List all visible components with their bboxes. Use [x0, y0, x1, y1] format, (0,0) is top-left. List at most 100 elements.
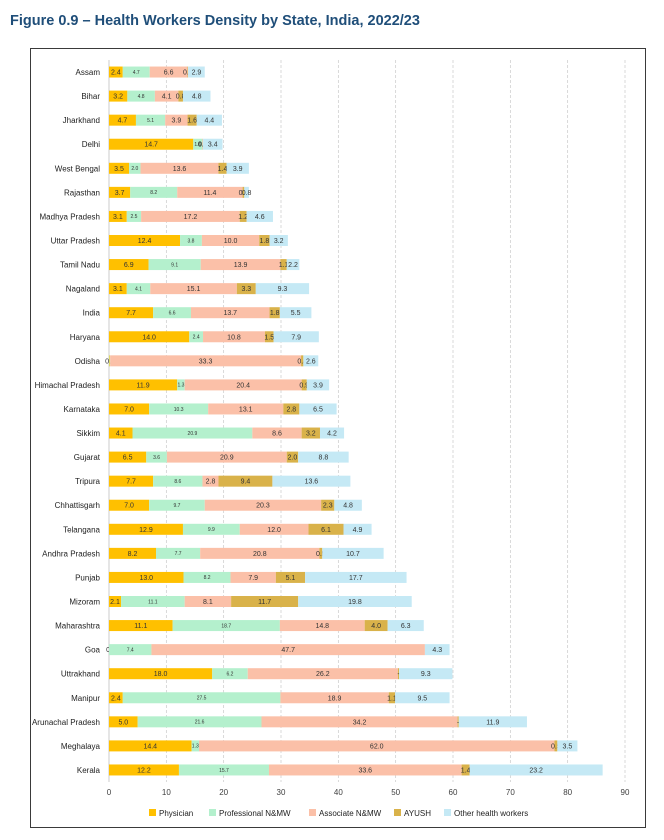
data-label-uttar-pradesh-other-health-workers: 3.2 [274, 238, 284, 245]
bar-haryana-physician [109, 331, 190, 343]
bar-meghalaya-professional-nandmw [191, 740, 200, 752]
data-label-manipur-associate-nandmw: 18.9 [328, 695, 342, 702]
bar-jharkhand-associate-nandmw [165, 114, 188, 126]
bar-bihar-physician [109, 90, 128, 102]
x-tick-label-70: 70 [506, 788, 515, 797]
category-label-madhya-pradesh: Madhya Pradesh [40, 212, 100, 221]
bar-bihar-ayush [178, 90, 183, 102]
bar-tripura-other-health-workers [272, 475, 351, 487]
bar-tamil-nadu-physician [109, 259, 149, 271]
bar-west-bengal-associate-nandmw [140, 162, 219, 174]
category-label-manipur: Manipur [71, 694, 100, 703]
bar-punjab-ayush [275, 571, 306, 583]
category-label-maharashtra: Maharashtra [55, 622, 100, 631]
bar-manipur-other-health-workers [395, 692, 450, 704]
category-label-jharkhand: Jharkhand [63, 116, 100, 125]
data-label-tripura-professional-nandmw: 8.6 [174, 479, 181, 485]
bar-meghalaya-ayush [554, 740, 558, 752]
data-label-manipur-physician: 2.4 [111, 695, 121, 702]
data-label-punjab-physician: 13.0 [139, 575, 153, 582]
data-label-uttar-pradesh-professional-nandmw: 3.8 [188, 238, 195, 244]
category-label-chhattisgarh: Chhattisgarh [55, 501, 100, 510]
data-label-delhi-physician: 14.7 [144, 142, 158, 149]
bar-mizoram-ayush [231, 596, 299, 607]
bar-chhattisgarh-professional-nandmw [149, 499, 205, 511]
data-label-tamil-nadu-ayush: 1.1 [279, 262, 289, 269]
bar-sikkim-other-health-workers [319, 427, 345, 439]
category-label-odisha: Odisha [75, 357, 101, 366]
data-label-himachal-pradesh-professional-nandmw: 1.3 [177, 383, 184, 389]
data-label-india-associate-nandmw: 13.7 [223, 310, 237, 317]
bar-uttar-pradesh-professional-nandmw [180, 235, 202, 246]
data-label-mizoram-physician: 2.1 [110, 599, 120, 606]
bar-india-associate-nandmw [190, 307, 270, 319]
data-label-tamil-nadu-associate-nandmw: 13.9 [234, 262, 248, 269]
data-label-nagaland-ayush: 3.3 [241, 286, 251, 293]
bar-punjab-associate-nandmw [230, 571, 276, 583]
category-label-bihar: Bihar [81, 92, 100, 101]
data-label-telangana-physician: 12.9 [139, 527, 153, 534]
data-label-bihar-ayush: 0.8 [176, 94, 186, 101]
bar-uttrakhand-ayush [397, 668, 400, 680]
data-label-delhi-other-health-workers: 3.4 [208, 142, 218, 149]
data-label-meghalaya-ayush: 0.5 [551, 743, 561, 750]
data-label-kerala-ayush: 1.4 [461, 767, 471, 774]
category-label-sikkim: Sikkim [76, 429, 100, 438]
category-label-rajasthan: Rajasthan [64, 188, 100, 197]
data-label-telangana-other-health-workers: 4.9 [353, 527, 363, 534]
category-label-arunachal-pradesh: Arunachal Pradesh [32, 718, 100, 727]
data-label-haryana-associate-nandmw: 10.8 [227, 334, 241, 341]
bar-assam-professional-nandmw [122, 66, 150, 78]
bar-delhi-other-health-workers [203, 138, 223, 150]
bar-haryana-other-health-workers [273, 331, 319, 343]
bar-andhra-pradesh-other-health-workers [322, 547, 384, 559]
bar-himachal-pradesh-physician [109, 379, 178, 391]
data-label-meghalaya-associate-nandmw: 62.0 [370, 743, 384, 750]
bar-karnataka-professional-nandmw [149, 403, 209, 415]
bar-bihar-associate-nandmw [154, 90, 179, 102]
data-label-odisha-other-health-workers: 2.6 [306, 358, 316, 365]
data-label-telangana-professional-nandmw: 9.9 [208, 527, 215, 533]
data-label-odisha-ayush: 0.4 [297, 358, 307, 365]
data-label-haryana-ayush: 1.5 [264, 334, 274, 341]
bar-madhya-pradesh-associate-nandmw [141, 210, 240, 222]
bar-india-professional-nandmw [153, 307, 191, 319]
data-label-arunachal-pradesh-physician: 5.0 [118, 719, 128, 726]
legend-label-other-health-workers: Other health workers [454, 809, 528, 818]
bar-punjab-other-health-workers [305, 571, 407, 583]
data-label-karnataka-physician: 7.0 [124, 406, 134, 413]
data-label-karnataka-associate-nandmw: 13.1 [239, 406, 253, 413]
bar-maharashtra-professional-nandmw [172, 620, 280, 632]
bar-odisha-associate-nandmw [110, 355, 302, 367]
data-label-uttar-pradesh-physician: 12.4 [138, 238, 152, 245]
x-tick-label-80: 80 [563, 788, 572, 797]
bar-uttrakhand-associate-nandmw [247, 668, 398, 680]
figure-title: Figure 0.9 – Health Workers Density by S… [10, 13, 420, 29]
data-label-jharkhand-associate-nandmw: 3.9 [171, 118, 181, 125]
bar-maharashtra-other-health-workers [387, 620, 424, 632]
data-label-madhya-pradesh-other-health-workers: 4.6 [255, 214, 265, 221]
bar-rajasthan-ayush [242, 186, 245, 198]
data-label-uttar-pradesh-associate-nandmw: 10.0 [224, 238, 238, 245]
bar-uttrakhand-professional-nandmw [212, 668, 248, 680]
bar-tripura-professional-nandmw [153, 475, 203, 487]
bar-andhra-pradesh-professional-nandmw [156, 547, 201, 559]
data-label-west-bengal-associate-nandmw: 13.6 [173, 166, 187, 173]
data-label-meghalaya-other-health-workers: 3.5 [563, 743, 573, 750]
data-label-himachal-pradesh-ayush: 0.9 [299, 382, 309, 389]
bar-odisha-physician [109, 355, 110, 367]
bar-gujarat-physician [109, 451, 147, 463]
data-label-india-physician: 7.7 [126, 310, 136, 317]
bar-nagaland-physician [109, 283, 127, 295]
data-label-mizoram-other-health-workers: 19.8 [348, 599, 362, 606]
category-label-gujarat: Gujarat [74, 453, 101, 462]
bar-goa-professional-nandmw [109, 644, 152, 656]
bar-kerala-associate-nandmw [268, 764, 462, 776]
category-label-haryana: Haryana [70, 333, 101, 342]
bar-odisha-ayush [301, 355, 304, 367]
data-label-telangana-associate-nandmw: 12.0 [267, 527, 281, 534]
data-label-karnataka-other-health-workers: 6.5 [313, 406, 323, 413]
category-label-karnataka: Karnataka [64, 405, 101, 414]
data-label-rajasthan-physician: 3.7 [115, 190, 125, 197]
x-tick-label-20: 20 [219, 788, 228, 797]
